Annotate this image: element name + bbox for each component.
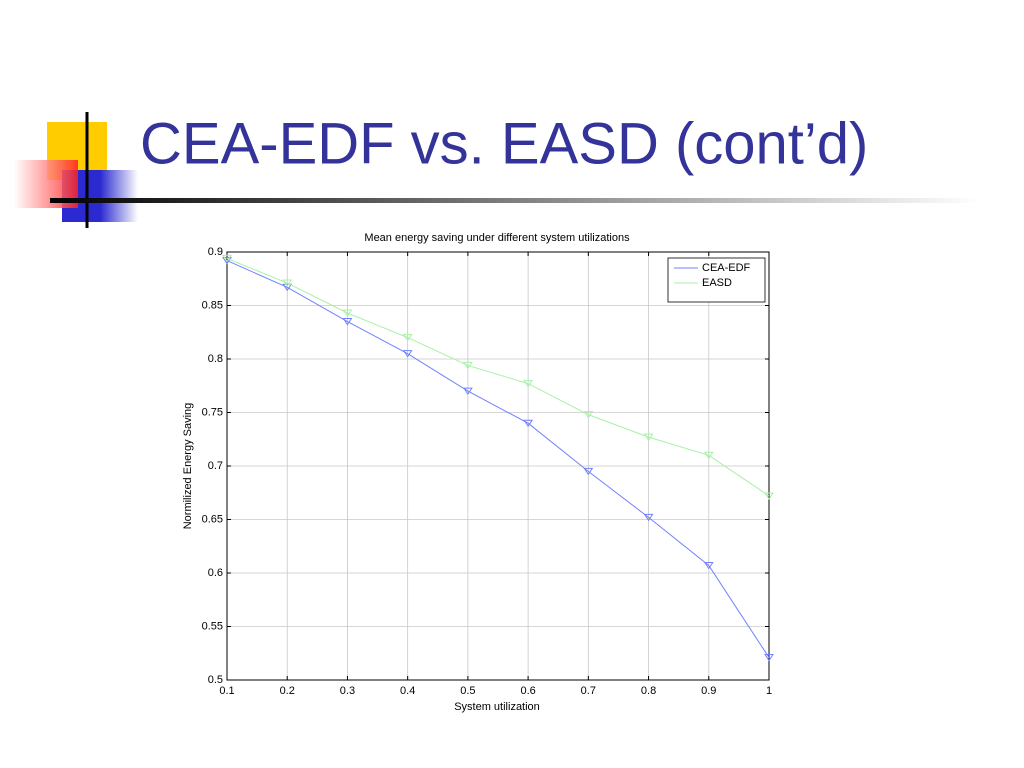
chart-title: Mean energy saving under different syste…	[364, 232, 630, 244]
slide-title: CEA-EDF vs. EASD (cont’d)	[140, 111, 868, 176]
series-line	[226, 257, 770, 497]
data-point	[342, 318, 353, 326]
y-tick-label: 0.6	[208, 567, 223, 579]
y-tick-label: 0.5	[208, 674, 223, 686]
y-axis-label: Normilized Energy Saving	[182, 403, 194, 530]
legend-label: CEA-EDF	[702, 262, 751, 274]
x-tick-label: 0.9	[701, 685, 716, 697]
data-point	[523, 419, 534, 428]
y-tick-label: 0.8	[208, 353, 223, 365]
x-tick-label: 1	[766, 685, 772, 697]
legend-label: EASD	[702, 277, 732, 289]
legend-box	[667, 257, 766, 303]
data-point	[583, 411, 594, 419]
x-tick-label: 0.4	[400, 685, 415, 697]
data-point	[222, 254, 232, 263]
x-tick-label: 0.5	[460, 685, 475, 697]
data-point	[402, 350, 413, 358]
data-point	[462, 361, 473, 370]
x-tick-label: 0.7	[581, 685, 596, 697]
data-point	[643, 433, 654, 442]
plot-frame	[226, 251, 770, 681]
data-point	[222, 257, 232, 265]
data-point	[703, 562, 714, 570]
data-point	[402, 334, 413, 342]
data-point	[282, 283, 293, 292]
data-point	[342, 309, 353, 317]
y-tick-label: 0.7	[208, 460, 223, 472]
x-tick-label: 0.6	[520, 685, 535, 697]
series-line	[226, 260, 770, 658]
y-tick-label: 0.65	[202, 513, 223, 525]
x-tick-label: 0.1	[219, 685, 234, 697]
data-point	[764, 492, 774, 500]
y-tick-label: 0.9	[208, 246, 223, 258]
data-point	[583, 467, 594, 476]
data-point	[462, 387, 473, 396]
x-tick-label: 0.8	[641, 685, 656, 697]
y-tick-label: 0.55	[202, 620, 223, 632]
data-point	[643, 513, 654, 522]
x-tick-label: 0.2	[280, 685, 295, 697]
x-axis-label: System utilization	[454, 701, 540, 713]
data-point	[282, 279, 293, 287]
x-tick-label: 0.3	[340, 685, 355, 697]
y-tick-label: 0.85	[202, 299, 223, 311]
y-tick-label: 0.75	[202, 406, 223, 418]
data-point	[523, 380, 534, 388]
slide-decoration	[14, 112, 980, 228]
data-point	[764, 654, 774, 662]
data-point	[703, 451, 714, 460]
